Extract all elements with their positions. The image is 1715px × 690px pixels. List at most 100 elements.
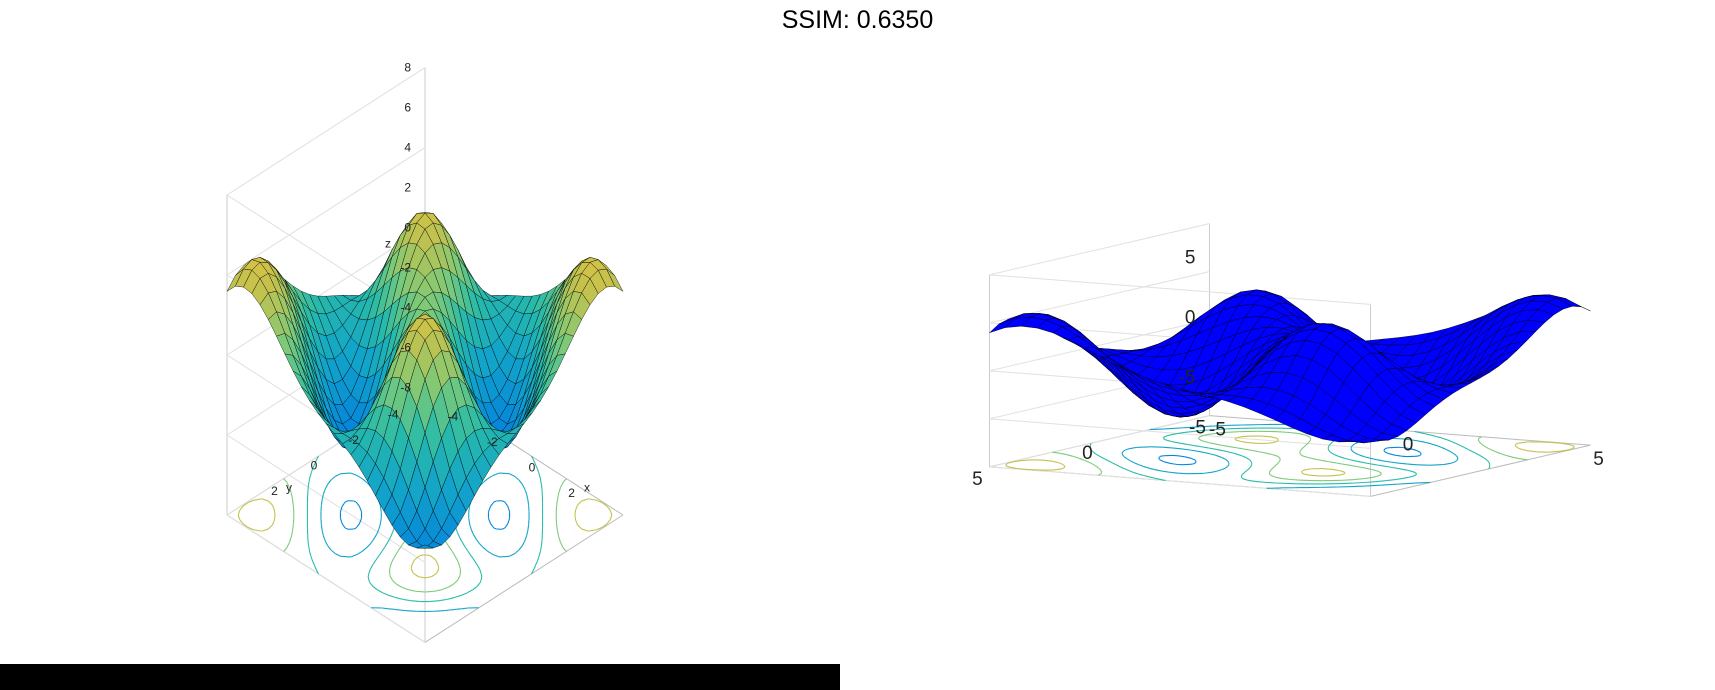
- contour-segment: [369, 582, 374, 587]
- contour-segment: [1358, 466, 1366, 469]
- contour-segment: [373, 534, 377, 540]
- contour-segment: [324, 540, 329, 547]
- wall-grid-line: [989, 319, 1210, 372]
- contour-segment: [378, 524, 381, 530]
- contour-segment: [466, 589, 473, 594]
- contour-segment: [1189, 444, 1195, 447]
- contour-segment: [1123, 456, 1127, 460]
- contour-segment: [292, 499, 294, 505]
- contour-segment: [1129, 470, 1133, 473]
- contour-segment: [467, 550, 472, 556]
- contour-segment: [451, 551, 455, 555]
- contour-segment: [468, 505, 471, 512]
- contour-segment: [1515, 442, 1520, 445]
- contour-segment: [1377, 464, 1386, 467]
- contour-segment: [1303, 444, 1307, 448]
- contour-segment: [490, 523, 494, 528]
- contour-segment: [1043, 459, 1052, 462]
- contour-segment: [355, 526, 358, 529]
- contour-segment: [444, 609, 454, 612]
- contour-segment: [574, 509, 577, 515]
- contour-segment: [356, 523, 360, 528]
- contour-segment: [1486, 446, 1489, 449]
- wall-grid-line: [989, 223, 1210, 276]
- contour-segment: [370, 538, 375, 544]
- contour-segment: [310, 556, 314, 562]
- contour-segment: [331, 475, 336, 481]
- contour-segment: [1416, 449, 1421, 453]
- contour-segment: [574, 515, 577, 521]
- contour-segment: [382, 592, 390, 596]
- contour-segment: [518, 479, 523, 485]
- contour-segment: [1165, 434, 1171, 437]
- contour-segment: [1260, 451, 1266, 454]
- contour-segment: [1225, 445, 1230, 448]
- contour-segment: [381, 547, 386, 552]
- contour-segment: [538, 550, 542, 557]
- contour-segment: [1430, 434, 1437, 438]
- contour-segment: [1100, 470, 1103, 473]
- contour-segment: [1203, 451, 1207, 454]
- contour-segment: [1376, 474, 1381, 477]
- contour-segment: [312, 464, 315, 469]
- contour-segment: [1356, 460, 1364, 464]
- contour-segment: [527, 499, 530, 506]
- contour-segment: [362, 478, 368, 483]
- contour-segment: [509, 553, 515, 557]
- contour-segment: [1114, 463, 1117, 466]
- contour-segment: [1477, 438, 1480, 441]
- contour-segment: [1160, 455, 1165, 457]
- contour-segment: [362, 547, 368, 552]
- contour-segment: [1199, 425, 1213, 428]
- contour-segment: [368, 569, 371, 575]
- contour-segment: [396, 609, 406, 612]
- contour-segment: [1528, 450, 1537, 453]
- contour-segment: [493, 500, 497, 503]
- contour-segment: [1198, 438, 1202, 442]
- contour-segment: [1095, 465, 1098, 468]
- contour-segment: [314, 458, 318, 464]
- contour-segment: [313, 564, 316, 567]
- z-tick-label: 0: [1185, 308, 1196, 329]
- contour-segment: [561, 545, 564, 548]
- contour-segment: [488, 506, 492, 512]
- contour-segment: [312, 561, 315, 566]
- contour-segment: [1492, 449, 1496, 452]
- contour-segment: [1308, 457, 1315, 460]
- contour-segment: [479, 543, 484, 548]
- contour-segment: [501, 500, 505, 503]
- floor-edge: [424, 514, 624, 643]
- contour-segment: [1217, 431, 1227, 434]
- contour-segment: [237, 515, 241, 520]
- contour-segment: [398, 544, 403, 550]
- contour-segment: [440, 598, 448, 601]
- contour-segment: [454, 596, 457, 599]
- contour-segment: [487, 550, 493, 555]
- contour-segment: [1384, 451, 1389, 454]
- contour-segment: [581, 528, 589, 532]
- contour-segment: [1571, 446, 1575, 450]
- contour-segment: [1483, 457, 1487, 460]
- wall-grid-line: [226, 147, 426, 276]
- contour-segment: [1216, 448, 1224, 452]
- contour-segment: [1453, 452, 1457, 456]
- contour-segment: [1485, 458, 1488, 461]
- contour-segment: [1302, 468, 1308, 472]
- contour-segment: [575, 506, 578, 511]
- contour-segment: [441, 586, 449, 591]
- contour-segment: [1079, 457, 1084, 461]
- contour-segment: [460, 592, 468, 596]
- contour-segment: [1110, 461, 1113, 464]
- contour-segment: [1229, 451, 1235, 454]
- contour-segment: [1153, 477, 1156, 479]
- contour-segment: [488, 518, 492, 524]
- contour-segment: [1228, 445, 1237, 449]
- contour-segment: [1239, 440, 1246, 443]
- contour-segment: [395, 597, 403, 600]
- contour-segment: [1354, 465, 1359, 468]
- z-tick-label: 6: [404, 101, 411, 115]
- contour-segment: [287, 483, 290, 488]
- contour-segment: [377, 589, 384, 594]
- contour-segment: [402, 598, 410, 601]
- contour-segment: [1301, 470, 1303, 473]
